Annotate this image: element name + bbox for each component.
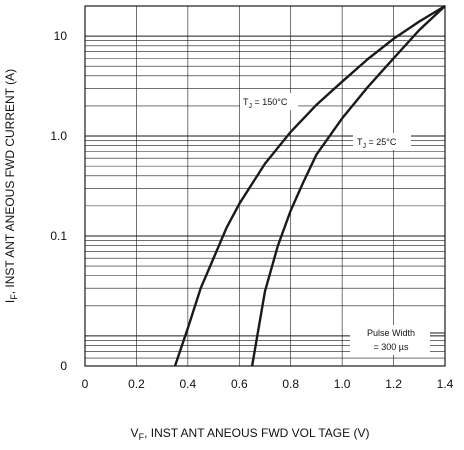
x-tick-label: 0.6 [231, 377, 248, 391]
y-tick-label: 0.1 [50, 229, 67, 243]
annotations: TJ = 150°C TJ = 25°C Pulse Width = 300 µ… [240, 93, 445, 355]
series-line-0 [173, 4, 446, 367]
x-tick-label: 1.2 [385, 377, 402, 391]
pulse-width-line1: Pulse Width [367, 328, 415, 338]
x-axis-ticks: 0 0.2 0.4 0.6 0.8 1.0 1.2 1.4 [82, 377, 454, 391]
annotation-150c: TJ = 150°C [243, 97, 288, 110]
y-tick-label: 10 [54, 29, 68, 43]
x-tick-label: 1.0 [334, 377, 351, 391]
x-tick-label: 0 [82, 377, 89, 391]
x-tick-label: 0.2 [128, 377, 145, 391]
annotation-25c: TJ = 25°C [357, 137, 397, 150]
plot-frame [84, 5, 446, 367]
y-axis-title: IF, INST ANT ANEOUS FWD CURRENT (A) [3, 69, 19, 303]
x-tick-label: 0.8 [282, 377, 299, 391]
series-layer [173, 4, 446, 367]
y-tick-label: 0 [60, 359, 67, 373]
pulse-note-box [350, 325, 430, 355]
y-axis-ticks: 0 0.1 1.0 10 [50, 29, 67, 373]
label-box-25 [353, 133, 411, 150]
x-tick-label: 0.4 [180, 377, 197, 391]
series-line-1 [250, 5, 446, 367]
x-tick-label: 1.4 [437, 377, 454, 391]
label-box-150 [240, 93, 298, 110]
pulse-width-line2: = 300 µs [374, 342, 409, 352]
x-axis-title: VF, INST ANT ANEOUS FWD VOL TAGE (V) [131, 426, 370, 442]
y-tick-label: 1.0 [50, 129, 67, 143]
